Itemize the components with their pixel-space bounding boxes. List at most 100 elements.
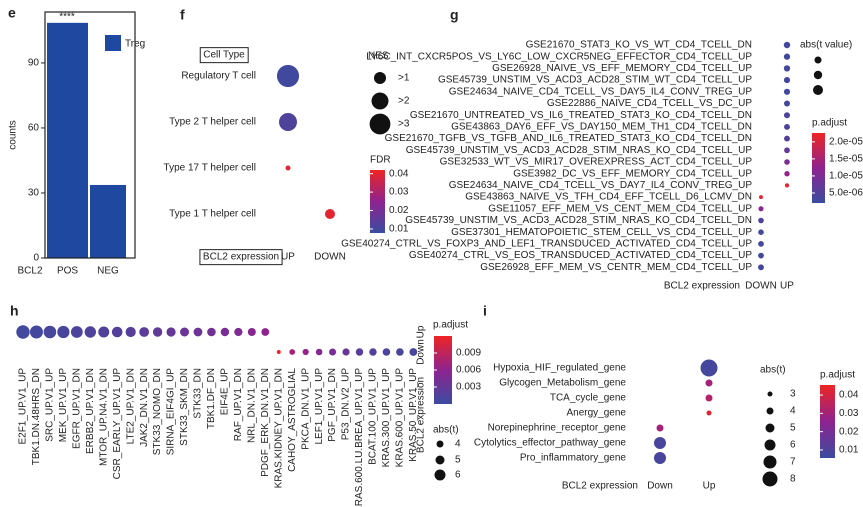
- dot: [783, 112, 791, 119]
- category-label: CAHOY_ASTROGLIAL: [287, 368, 298, 472]
- colorbar-label: 0.003: [456, 382, 481, 393]
- dot: [758, 217, 764, 224]
- dot: [98, 326, 110, 338]
- category-label: GSE21670_TGFB_VS_TGFB_AND_IL6_TREATED_ST…: [385, 133, 752, 144]
- x-tick-label: DOWN: [745, 281, 777, 292]
- category-label: Norepinephrine_receptor_gene: [488, 423, 627, 434]
- dot: [125, 326, 136, 338]
- colorbar-label: 0.04: [389, 168, 409, 179]
- colorbar-label: 0.009: [456, 348, 481, 359]
- colorbar-label: 0.02: [389, 205, 409, 216]
- panel-letter: g: [450, 7, 459, 23]
- dot: [279, 113, 297, 131]
- dot: [57, 325, 70, 339]
- group-label: Up: [416, 325, 427, 338]
- x-tick-label: Up: [703, 481, 716, 492]
- category-label: GSE45739_UNSTIM_VS_ACD3_ACD28_STIM_NRAS_…: [406, 145, 753, 156]
- colorbar: [434, 336, 452, 404]
- size-legend-label: 5: [455, 455, 461, 466]
- size-legend-label: 6: [455, 470, 461, 481]
- dot: [409, 348, 418, 356]
- dot: [111, 326, 123, 338]
- category-label: Regulatory T cell: [181, 71, 256, 82]
- category-label: LTE2_UP.V1_DN: [125, 368, 136, 444]
- colorbar-title: p.adjust: [812, 118, 847, 129]
- dot: [783, 65, 791, 72]
- dot: [261, 328, 270, 336]
- category-label: Type 17 T helper cell: [164, 163, 256, 174]
- size-legend-dot: [766, 407, 774, 415]
- category-label: EGFR_UP.V1_DN: [71, 368, 82, 449]
- dot: [382, 348, 391, 356]
- colorbar-label: 5.0e-06: [829, 188, 863, 199]
- panel-f: Regulatory T cell Type 2 T helper cell Typ…: [164, 47, 410, 266]
- x-axis-title: BCL2 expression: [562, 481, 638, 492]
- category-label: TCA_cycle_gene: [550, 393, 627, 404]
- legend-swatch: [105, 35, 121, 51]
- dot: [285, 165, 291, 171]
- dot: [220, 327, 230, 337]
- dot: [166, 327, 176, 337]
- dot: [396, 348, 404, 356]
- panel-letter: h: [10, 303, 19, 319]
- colorbar-label: 0.02: [839, 426, 859, 437]
- category-label: LY6C_INT_CXCR5POS_VS_LY6C_LOW_CXCR5NEG_E…: [366, 51, 752, 62]
- panel-letter: f: [180, 7, 185, 23]
- dot: [654, 437, 666, 449]
- panel-letter: i: [483, 303, 487, 319]
- category-label: E2F1_UP.V1_UP: [18, 368, 29, 445]
- category-label: LEF1_UP.V1_UP: [314, 368, 325, 445]
- dot: [784, 171, 790, 177]
- category-label: GSE40274_CTRL_VS_FOXP3_AND_LEF1_TRANSDUC…: [341, 239, 752, 250]
- dot: [654, 452, 666, 464]
- size-legend-dot: [374, 72, 386, 84]
- x-tick-label: UP: [780, 281, 794, 292]
- category-label: GSE43863_DAY6_EFF_VS_DAY150_MEM_TH1_CD4_…: [451, 122, 752, 133]
- dot: [139, 327, 150, 337]
- size-legend-dot: [435, 455, 445, 465]
- y-tick-label: 30: [28, 188, 40, 199]
- x-axis-title: BCL2 expression: [664, 281, 740, 292]
- category-label: NRL_DN.V1_DN: [246, 368, 257, 443]
- dot: [783, 77, 791, 84]
- dot: [758, 229, 764, 235]
- x-axis-title: BCL2 expression: [416, 377, 427, 453]
- bar: [47, 22, 88, 258]
- dot: [315, 348, 323, 356]
- category-label: GSE24634_NAIVE_CD4_TCELL_VS_DAY5_IL4_CON…: [449, 86, 753, 97]
- category-label: GSE26928_EFF_MEM_VS_CENTR_MEM_CD4_TCELL_…: [480, 262, 752, 273]
- dot: [355, 348, 364, 356]
- dot: [705, 379, 713, 387]
- size-legend-title: abs(t): [433, 425, 459, 436]
- size-legend-dot: [762, 471, 778, 487]
- size-legend-dot: [371, 92, 389, 110]
- size-legend-label: >1: [398, 73, 410, 84]
- dot: [700, 359, 718, 377]
- dot: [706, 410, 712, 416]
- size-legend-dot: [764, 439, 776, 451]
- size-legend-label: 5: [790, 423, 796, 434]
- dot: [329, 348, 337, 356]
- dot: [758, 241, 764, 247]
- dot: [369, 348, 377, 356]
- colorbar: [370, 170, 385, 233]
- category-label: ERBB2_UP.V1_DN: [85, 368, 96, 454]
- colorbar-label: 0.03: [839, 408, 859, 419]
- y-tick-label: 60: [28, 123, 40, 134]
- colorbar-label: 0.006: [456, 365, 481, 376]
- size-legend-dot: [369, 113, 391, 135]
- category-label: CSR_EARLY_UP.V1_UP: [112, 368, 123, 480]
- category-label: Hypoxia_HIF_regulated_gene: [493, 363, 626, 374]
- dot: [70, 326, 83, 338]
- category-label: GSE45739_UNSTIM_VS_ACD3_ACD28_STIM_NRAS_…: [405, 215, 752, 226]
- category-label: GSE22886_NAIVE_CD4_TCELL_VS_DC_UP: [547, 98, 752, 109]
- x-tick-label: UP: [281, 252, 295, 263]
- size-legend-dot: [436, 440, 444, 448]
- category-label: GSE45739_UNSTIM_VS_ACD3_ACD28_STIM_WT_CD…: [438, 75, 752, 86]
- dot: [302, 348, 309, 356]
- dot: [784, 147, 790, 154]
- dot: [784, 183, 790, 188]
- category-label: SRC_UP.V1_UP: [45, 368, 56, 442]
- colorbar-title: p.adjust: [820, 370, 855, 381]
- dot: [152, 327, 163, 337]
